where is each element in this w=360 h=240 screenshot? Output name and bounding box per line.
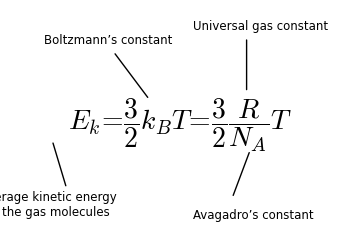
Text: Universal gas constant: Universal gas constant	[193, 20, 329, 33]
Text: Average kinetic energy
of the gas molecules: Average kinetic energy of the gas molecu…	[0, 191, 117, 219]
Text: Avagadro’s constant: Avagadro’s constant	[193, 210, 314, 222]
Text: Boltzmann’s constant: Boltzmann’s constant	[44, 34, 172, 47]
Text: $E_k\!=\!\dfrac{3}{2}k_B T\!=\!\dfrac{3}{2}\dfrac{R}{N_A}T$: $E_k\!=\!\dfrac{3}{2}k_B T\!=\!\dfrac{3}…	[68, 96, 292, 154]
